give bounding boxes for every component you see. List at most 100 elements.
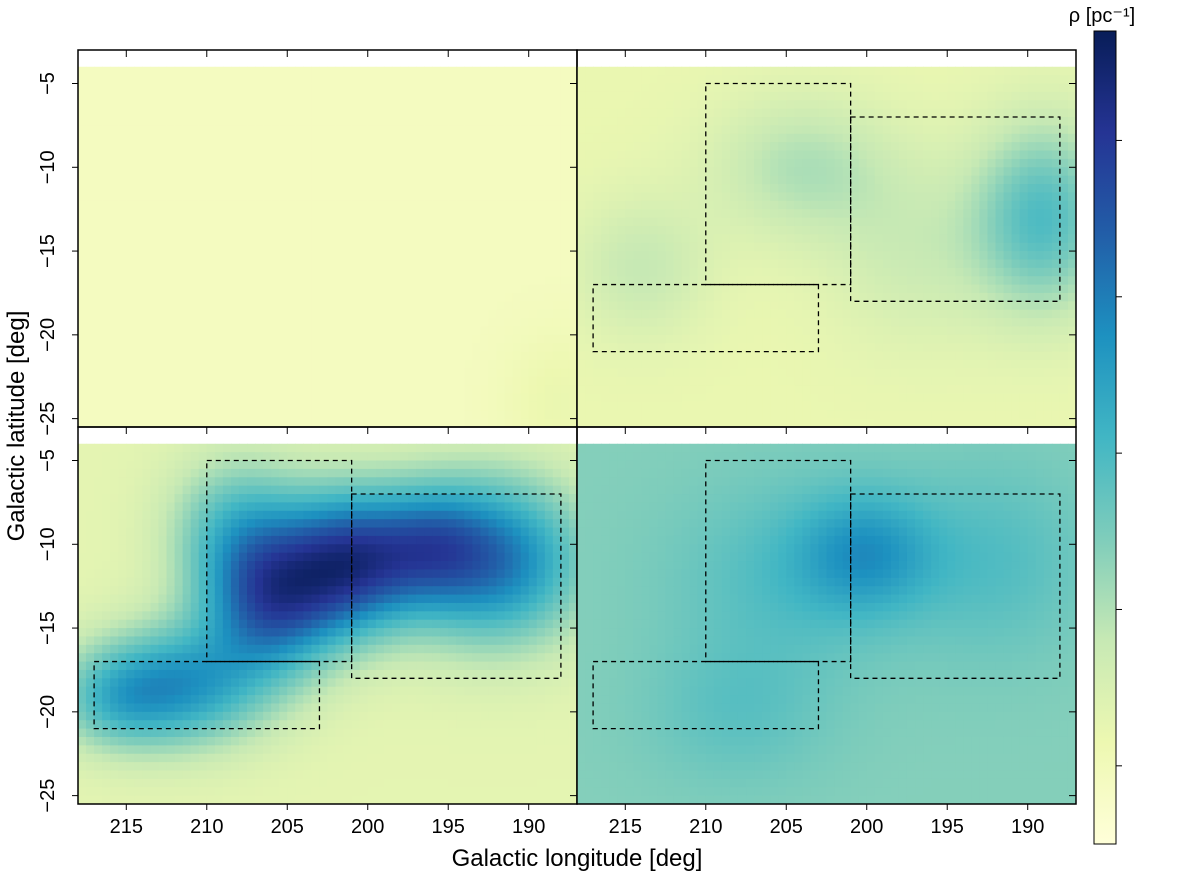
heatmap-cell [399,385,409,395]
heatmap-cell [737,351,747,361]
heatmap-cell [174,385,184,395]
heatmap-cell [94,410,103,420]
heatmap-cell [778,108,787,118]
heatmap-cell [456,192,465,202]
heatmap-cell [577,385,586,395]
heatmap-cell [866,175,876,185]
heatmap-cell [786,225,795,235]
heatmap-cell [874,401,884,411]
heatmap-cell [303,343,312,353]
heatmap-cell [126,318,135,328]
heatmap-cell [78,234,87,244]
heatmap-cell [842,276,852,286]
heatmap-cell [432,167,441,177]
heatmap-cell [383,175,393,185]
heatmap-cell [399,309,409,319]
heatmap-cell [762,117,771,126]
heatmap-cell [786,309,795,319]
heatmap-cell [665,83,675,93]
heatmap-cell [407,309,417,319]
heatmap-cell [198,318,208,328]
heatmap-cell [536,100,546,110]
heatmap-cell [255,318,264,328]
heatmap-cell [754,150,763,160]
heatmap-cell [746,401,755,411]
heatmap-cell [963,385,972,395]
heatmap-cell [931,318,940,328]
heatmap-cell [544,184,554,194]
heatmap-cell [673,108,683,118]
heatmap-cell [657,133,667,143]
heatmap-cell [818,66,828,76]
heatmap-cell [78,200,87,210]
heatmap-cell [544,334,554,344]
heatmap-cell [585,108,594,118]
heatmap-cell [416,376,425,386]
heatmap-cell [214,100,224,110]
heatmap-cell [955,66,964,76]
heatmap-cell [255,242,264,252]
heatmap-cell [737,125,747,135]
heatmap-cell [166,167,176,177]
heatmap-cell [456,326,465,336]
heatmap-cell [890,125,900,135]
heatmap-cell [802,158,811,168]
heatmap-cell [995,217,1005,227]
heatmap-cell [432,200,441,210]
heatmap-cell [174,75,184,85]
heatmap-cell [142,334,152,344]
heatmap-cell [279,117,288,126]
heatmap-cell [585,175,594,185]
heatmap-cell [504,309,514,319]
heatmap-cell [802,418,811,427]
heatmap-cell [94,175,103,185]
heatmap-cell [593,200,602,210]
heatmap-cell [939,225,948,235]
heatmap-cell [351,184,361,194]
heatmap-cell [247,334,256,344]
heatmap-cell [818,100,828,110]
heatmap-cell [472,209,482,219]
heatmap-cell [609,83,618,93]
heatmap-cell [399,410,409,420]
heatmap-cell [850,242,860,252]
heatmap-cell [118,100,127,110]
heatmap-cell [746,326,755,336]
heatmap-cell [295,117,304,126]
heatmap-cell [287,133,296,143]
heatmap-cell [359,100,369,110]
heatmap-cell [762,108,771,118]
heatmap-cell [689,175,699,185]
heatmap-cell [263,376,272,386]
heatmap-cell [279,410,288,420]
heatmap-cell [890,108,900,118]
heatmap-cell [625,284,634,294]
heatmap-cell [247,83,256,93]
heatmap-cell [287,158,296,168]
heatmap-cell [874,192,884,202]
heatmap-cell [142,292,152,302]
heatmap-cell [255,66,264,76]
heatmap-cell [311,209,321,219]
heatmap-cell [850,75,860,85]
heatmap-cell [150,242,160,252]
heatmap-cell [729,276,739,286]
heatmap-cell [102,225,111,235]
heatmap-cell [746,200,755,210]
heatmap-cell [882,334,892,344]
heatmap-cell [335,158,345,168]
heatmap-cell [568,326,577,336]
heatmap-cell [858,393,868,403]
heatmap-cell [874,83,884,93]
heatmap-cell [407,83,417,93]
heatmap-cell [367,209,377,219]
heatmap-cell [625,359,634,369]
heatmap-cell [520,108,530,118]
heatmap-cell [810,108,820,118]
heatmap-cell [794,117,803,126]
heatmap-cell [890,234,900,244]
heatmap-cell [472,75,482,85]
heatmap-cell [705,326,715,336]
heatmap-cell [150,351,160,361]
heatmap-cell [842,292,852,302]
